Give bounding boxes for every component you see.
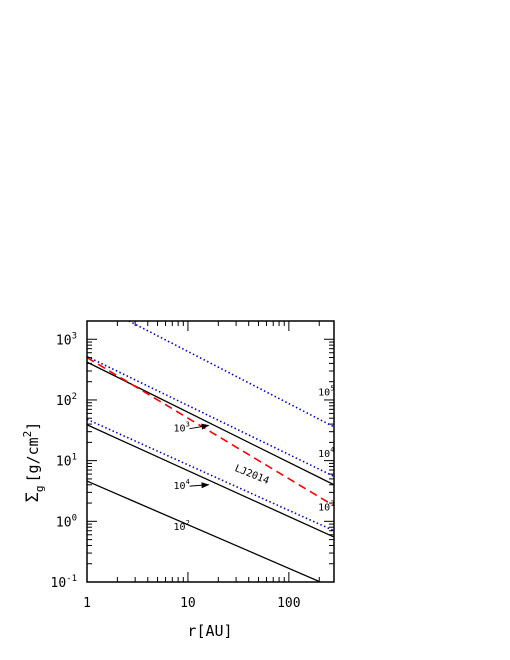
series-line-3 — [87, 361, 334, 486]
annotation-label: 102 — [174, 519, 190, 533]
y-tick-exponent: -1 — [66, 574, 77, 584]
annotation-exponent: 3 — [186, 421, 190, 429]
annotation-base: 10 — [318, 388, 330, 399]
y-axis-subscript: g — [33, 485, 46, 492]
series-line-6 — [128, 321, 334, 428]
y-axis-close: ] — [24, 422, 42, 431]
y-tick-base: 10 — [56, 394, 72, 409]
annotation-label: 105 — [318, 385, 334, 399]
y-tick-label: 101 — [56, 453, 77, 470]
y-axis-symbol: Σ — [23, 492, 43, 502]
y-tick-label: 10-1 — [51, 574, 78, 591]
plot-frame — [86, 320, 335, 583]
series-line-1 — [87, 480, 323, 582]
y-tick-label: 100 — [56, 513, 77, 530]
y-tick-label: 103 — [56, 331, 77, 348]
annotation-label: 104 — [318, 446, 334, 460]
annotation-base: 10 — [174, 522, 186, 533]
y-axis-title: Σg [g/cm2] — [21, 422, 46, 503]
annotation-label: 103 — [174, 421, 190, 435]
y-tick-exponent: 1 — [72, 453, 77, 463]
annotation-base: 10 — [318, 503, 330, 514]
annotation-arrow — [189, 423, 210, 430]
ticks-layer — [86, 320, 334, 583]
annotation-exponent: 3 — [330, 500, 334, 508]
annotation-label: LJ2014 — [233, 463, 271, 487]
annotation-label: 104 — [174, 478, 190, 492]
y-tick-exponent: 2 — [72, 392, 77, 402]
annotation-base: 10 — [174, 424, 186, 435]
annotation-exponent: 4 — [186, 478, 190, 486]
annotation-label: 103 — [318, 500, 334, 514]
y-tick-base: 10 — [56, 333, 72, 348]
y-tick-base: 10 — [56, 455, 72, 470]
y-tick-exponent: 3 — [72, 331, 77, 341]
series-layer — [87, 321, 334, 582]
series-line-5 — [87, 355, 334, 478]
y-tick-label: 102 — [56, 392, 77, 409]
annotation-base: 10 — [174, 481, 186, 492]
x-axis-title: r[AU] — [187, 622, 232, 640]
annotation-exponent: 5 — [330, 385, 334, 393]
annotation-exponent: 4 — [330, 446, 334, 454]
y-axis-units: [g/cm — [24, 437, 42, 482]
series-line-7 — [87, 356, 334, 507]
x-tick-label: 100 — [277, 596, 300, 611]
y-tick-exponent: 0 — [72, 513, 77, 523]
y-tick-base: 10 — [56, 515, 72, 530]
y-tick-base: 10 — [51, 576, 67, 591]
series-line-4 — [87, 418, 334, 532]
y-axis-superscript: 2 — [21, 431, 34, 438]
x-tick-label: 10 — [180, 596, 196, 611]
annotation-exponent: 2 — [186, 519, 190, 527]
annotation-base: 10 — [318, 449, 330, 460]
x-tick-label: 1 — [83, 596, 91, 611]
annotation-arrow — [189, 482, 210, 489]
series-line-2 — [87, 424, 334, 538]
